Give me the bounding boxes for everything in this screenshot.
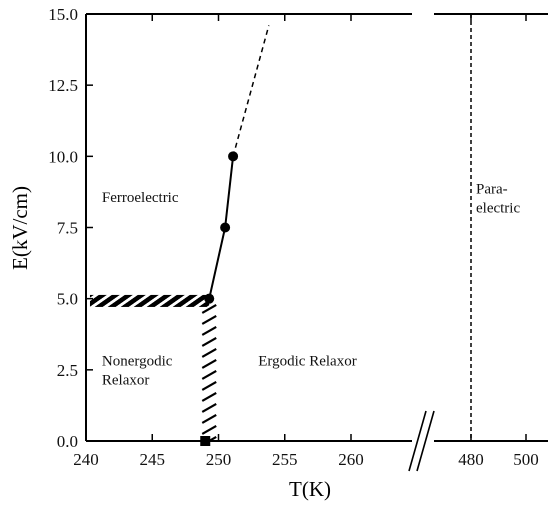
- x-tick-label: 240: [73, 450, 99, 469]
- hatch-stroke: [201, 303, 217, 314]
- x-tick-label: 500: [513, 450, 539, 469]
- y-axis-label: E(kV/cm): [8, 186, 32, 270]
- y-tick-label: 0.0: [57, 432, 78, 451]
- axis-break-mark: [408, 410, 427, 472]
- hatch-stroke: [201, 391, 217, 402]
- region-label: Relaxor: [102, 373, 149, 389]
- region-label: Para-: [476, 181, 508, 197]
- hatched-boundary-horizontal: [89, 294, 210, 307]
- x-tick-label: 260: [338, 450, 364, 469]
- hatch-stroke: [201, 325, 217, 336]
- hatch-stroke: [201, 314, 217, 325]
- region-label: Ferroelectric: [102, 190, 179, 206]
- hatch-stroke: [201, 380, 217, 391]
- hatched-boundary-vertical: [201, 303, 217, 446]
- x-tick-label: 250: [206, 450, 232, 469]
- y-tick-label: 7.5: [57, 218, 78, 237]
- y-tick-label: 2.5: [57, 361, 78, 380]
- y-axis-ticks: 0.0 2.5 5.0 7.5 10.0 12.5 15.0: [48, 5, 93, 451]
- x-tick-label: 480: [458, 450, 484, 469]
- hatch-stroke: [201, 402, 217, 413]
- y-tick-label: 5.0: [57, 290, 78, 309]
- axis-break-mark: [416, 410, 435, 472]
- region-label: electric: [476, 200, 520, 216]
- hatch-stroke: [201, 358, 217, 369]
- plot-body: [89, 13, 472, 446]
- region-label: Ergodic Relaxor: [258, 354, 356, 370]
- hatch-stroke: [201, 413, 217, 424]
- y-tick-label: 15.0: [48, 5, 78, 24]
- hatch-stroke: [201, 424, 217, 435]
- data-point: [204, 293, 215, 304]
- x-axis-ticks: 240 245 250 255 260 480 500: [73, 14, 539, 469]
- y-tick-label: 10.0: [48, 147, 78, 166]
- x-axis-label: T(K): [289, 477, 331, 501]
- hatch-stroke: [201, 347, 217, 358]
- y-tick-label: 12.5: [48, 76, 78, 95]
- data-point: [228, 151, 239, 162]
- data-point: [220, 222, 231, 233]
- hatch-stroke: [201, 369, 217, 380]
- x-tick-label: 245: [140, 450, 166, 469]
- hatch-stroke: [201, 336, 217, 347]
- dashed-phase-boundary: [232, 25, 270, 157]
- region-labels: Ferroelectric Para-electric Nonergodic Rela…: [102, 181, 521, 388]
- region-label: Nonergodic: [102, 354, 173, 370]
- x-tick-label: 255: [272, 450, 298, 469]
